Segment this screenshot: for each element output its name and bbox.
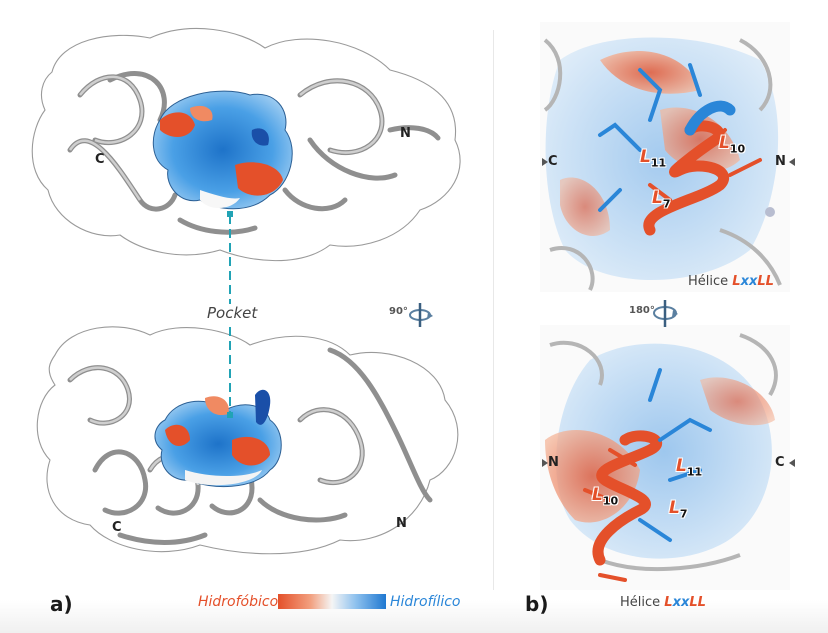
helix-closeup-bottom [540,325,790,590]
pocket-label: Pocket [204,304,261,322]
residue-label-l7-top: L7 [652,188,671,211]
hydrophobicity-color-bar [278,594,386,609]
panel-divider [493,30,494,590]
pocket-connector-bottom-end [227,412,233,418]
terminus-arrow-icon [542,459,548,467]
helix-title-top: Hélice LxxLL [688,274,774,289]
bottom-band [0,600,828,633]
pocket-connector-top-end [227,211,233,217]
hydrophilic-label: Hidrofílico [390,594,461,610]
protein-top-view [31,28,461,262]
helix-closeup-top [540,22,790,292]
hydrophobic-label: Hidrofóbico [198,594,279,610]
n-terminus-label-top: N [400,126,411,141]
n-terminus-label-b-top: N [775,154,786,169]
rotation-angle-a: 90° [389,306,408,317]
rotation-arrow-icon [409,303,433,327]
residue-label-l11-bottom: L11 [676,456,703,479]
c-terminus-label-b-bottom: C [775,455,785,470]
rotation-arrow-icon [653,300,678,327]
residue-label-l7-bottom: L7 [669,498,688,521]
helix-title-bottom: Hélice LxxLL [620,595,706,610]
residue-label-l10-top: L10 [719,133,746,156]
terminus-arrow-icon [789,158,795,166]
c-terminus-label-top: C [95,152,105,167]
n-terminus-label-bottom: N [396,516,407,531]
rotation-angle-b: 180° [629,305,655,316]
c-terminus-label-bottom: C [112,520,122,535]
panel-label-b: b) [525,592,549,616]
residue-label-l10-bottom: L10 [592,485,619,508]
protein-bottom-view [36,326,459,555]
c-terminus-label-b-top: C [548,154,558,169]
terminus-arrow-icon [542,158,548,166]
panel-label-a: a) [50,592,73,616]
n-terminus-label-b-bottom: N [548,455,559,470]
residue-label-l11-top: L11 [640,147,667,170]
helix-ribbon-bottom [592,430,663,566]
terminus-arrow-icon [789,459,795,467]
